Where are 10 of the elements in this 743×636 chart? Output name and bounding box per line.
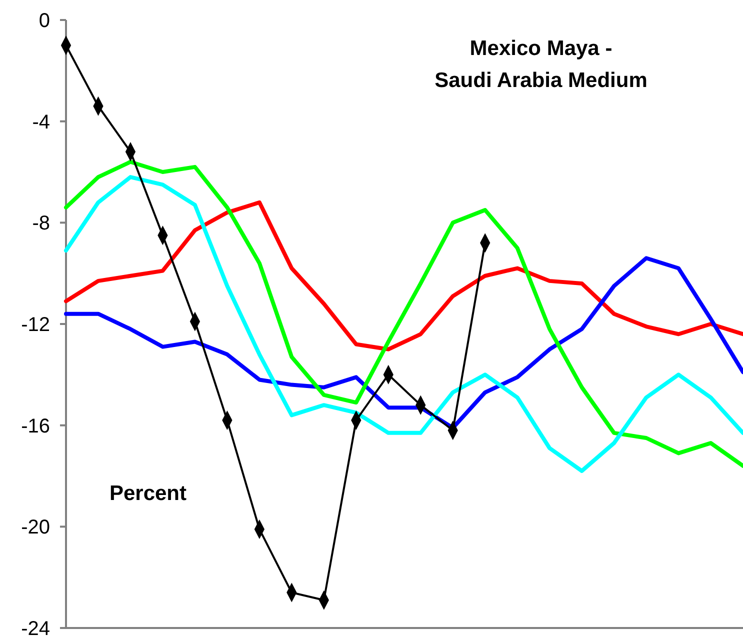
y-tick-label: -12 xyxy=(21,314,50,336)
y-tick-label: -24 xyxy=(21,618,50,636)
y-tick-label: -8 xyxy=(32,212,50,235)
text: Mexico Maya - Saudi Arabia Medium xyxy=(434,37,648,92)
y-axis-title: Percent xyxy=(109,482,187,505)
y-tick-label: -4 xyxy=(32,111,50,134)
line-series xyxy=(64,200,743,352)
y-tick-label: 0 xyxy=(38,10,50,32)
y-tick-label: -16 xyxy=(21,415,50,438)
y-tick-label: -20 xyxy=(21,516,50,539)
